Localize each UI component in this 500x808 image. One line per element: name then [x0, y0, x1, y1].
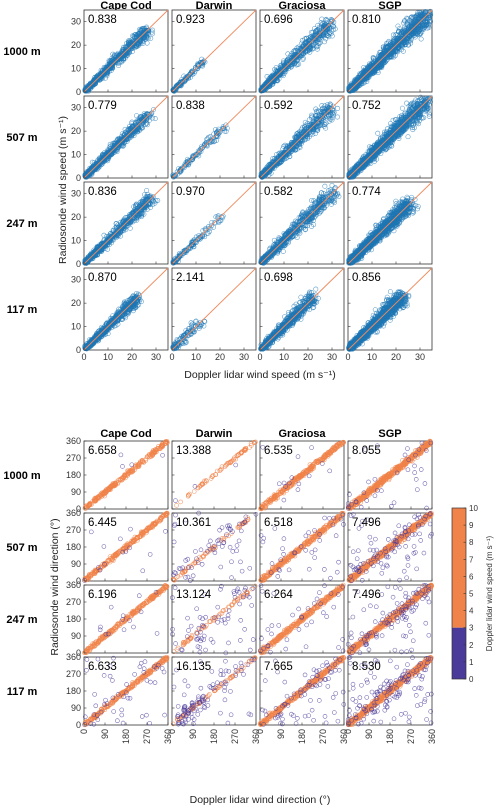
rmse-value: 0.592	[264, 100, 293, 112]
speed-panel: 0.752	[347, 95, 433, 179]
speed-panel: 0.696	[259, 10, 344, 93]
speed-panel: 0.592	[259, 96, 344, 179]
rmse-value: 0.838	[88, 14, 117, 26]
y-tick-label: 10	[71, 64, 81, 74]
speed-panel: 0.810	[347, 9, 433, 93]
rmse-value: 0.696	[264, 14, 293, 26]
speed-panel: 0.923	[171, 10, 256, 93]
row-label: 507 m	[6, 132, 37, 144]
row-label: 117 m	[7, 304, 38, 316]
rmse-value: 0.810	[352, 14, 381, 26]
speed-panel: 0.838	[171, 96, 256, 179]
y-tick-label: 20	[71, 126, 81, 136]
speed-panel: 0.779	[83, 96, 168, 179]
rmse-value: 0.923	[176, 14, 205, 26]
y-tick-label: 0	[76, 87, 81, 97]
rmse-value: 0.779	[88, 100, 117, 112]
speed-panel: 0.838	[83, 10, 168, 93]
y-tick-label: 20	[71, 40, 81, 50]
y-tick-label: 0	[76, 173, 81, 183]
row-label: 1000 m	[3, 46, 41, 58]
y-tick-label: 10	[71, 150, 81, 160]
y-tick-label: 30	[71, 17, 81, 27]
rmse-value: 0.838	[176, 100, 205, 112]
y-tick-label: 30	[71, 103, 81, 113]
row-label: 247 m	[6, 218, 37, 230]
